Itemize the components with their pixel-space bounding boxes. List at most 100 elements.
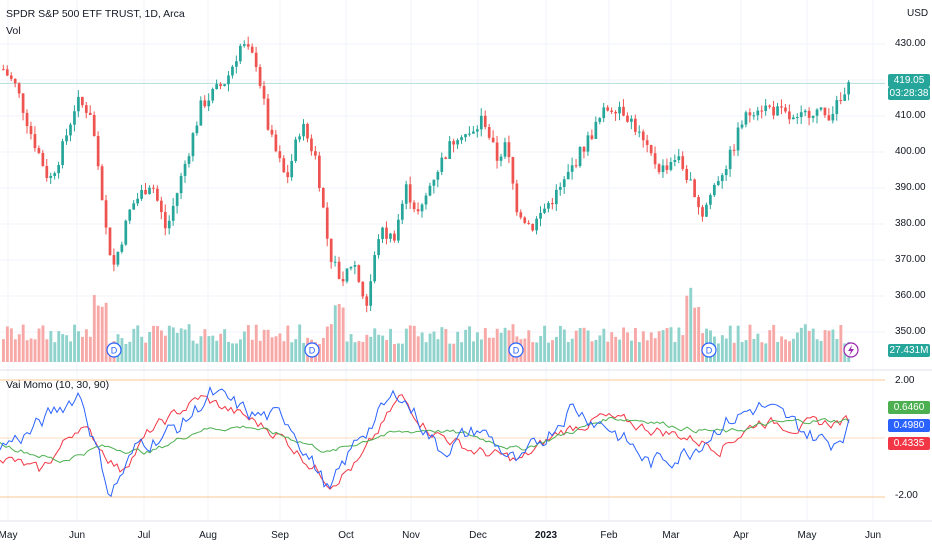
candle-body <box>748 112 752 116</box>
volume-bar <box>436 339 440 362</box>
volume-bar <box>88 336 92 362</box>
volume-bar <box>756 333 760 362</box>
last-price-tag: 419.05 <box>888 74 930 87</box>
volume-bar <box>768 330 772 362</box>
candle-body <box>507 142 511 158</box>
volume-bar <box>835 338 839 362</box>
volume-bar <box>57 331 61 362</box>
indicator-value-green: 0.6460 <box>888 401 930 414</box>
volume-bar <box>444 329 448 362</box>
candle-body <box>45 166 49 178</box>
candle-body <box>839 100 843 102</box>
time-axis-label: Feb <box>600 530 618 541</box>
candle-body <box>551 203 554 205</box>
candle-body <box>120 244 124 252</box>
volume-bar <box>345 341 349 362</box>
candle-body <box>5 69 9 76</box>
candle-body <box>239 45 242 62</box>
candle-body <box>286 172 290 178</box>
volume-bar <box>191 340 195 362</box>
candle-body <box>677 156 681 161</box>
candle-body <box>543 208 546 213</box>
candle-body <box>483 115 487 127</box>
candle-body <box>823 107 827 116</box>
indicator-label[interactable]: Vai Momo (10, 30, 90) <box>6 379 110 391</box>
volume-bar <box>199 336 203 362</box>
candle-body <box>416 209 420 212</box>
volume-bar <box>547 342 550 362</box>
volume-bar <box>641 331 645 362</box>
volume-bar <box>649 332 653 362</box>
volume-bar <box>377 334 381 362</box>
candle-body <box>183 163 187 176</box>
volume-bar <box>452 343 456 362</box>
volume-bar <box>653 338 657 362</box>
candle-body <box>586 135 590 152</box>
volume-bar <box>634 327 637 362</box>
volume-bar <box>128 341 132 362</box>
candle-body <box>369 281 373 306</box>
volume-bar <box>602 328 606 362</box>
volume-bar <box>685 295 689 362</box>
volume-bar <box>531 342 535 362</box>
candle-body <box>630 118 633 122</box>
candle-body <box>353 265 357 267</box>
candle-body <box>136 198 139 204</box>
candle-body <box>479 115 483 130</box>
candle-body <box>160 200 163 213</box>
volume-bar <box>598 335 602 362</box>
candle-body <box>598 118 602 122</box>
candle-body <box>61 141 64 165</box>
volume-bar <box>673 342 677 362</box>
candle-body <box>610 110 613 112</box>
candle-body <box>270 129 274 135</box>
candle-body <box>531 223 534 231</box>
candle-body <box>523 217 527 223</box>
candle-body <box>665 165 669 170</box>
volume-bar <box>104 302 108 362</box>
time-axis-label: Jun <box>864 530 882 541</box>
candle-body <box>207 100 211 107</box>
candle-body <box>77 96 80 112</box>
candle-body <box>799 112 803 118</box>
volume-bar <box>792 338 795 362</box>
candle-body <box>377 239 380 256</box>
candle-body <box>400 203 404 220</box>
volume-bar <box>318 343 321 362</box>
symbol-title[interactable]: SPDR S&P 500 ETF TRUST, 1D, Arca <box>6 8 185 20</box>
candle-body <box>827 115 831 121</box>
volume-bar <box>262 329 266 362</box>
volume-bar <box>140 336 144 362</box>
candle-body <box>448 141 452 159</box>
dividend-marker-label: D <box>309 346 316 356</box>
volume-bar <box>250 339 254 362</box>
candle-body <box>807 110 811 118</box>
volume-bar <box>535 342 539 362</box>
volume-bar <box>566 342 570 362</box>
candle-body <box>574 165 578 167</box>
candle-body <box>693 179 696 198</box>
dividend-marker-label: D <box>706 346 713 356</box>
candle-body <box>397 219 400 241</box>
candle-body <box>614 111 617 114</box>
volume-bar <box>574 330 578 362</box>
volume-bar <box>270 337 274 362</box>
volume-bar <box>570 338 574 362</box>
volume-bar <box>582 327 586 362</box>
candle-body <box>681 156 685 169</box>
volume-bar <box>432 331 436 362</box>
volume-bar <box>400 343 404 362</box>
volume-bar <box>124 343 128 362</box>
candle-body <box>716 181 720 185</box>
indicator-value-blue: 0.4980 <box>888 419 930 432</box>
volume-bar <box>132 328 136 362</box>
volume-label[interactable]: Vol <box>6 25 21 37</box>
volume-bar <box>819 340 823 362</box>
volume-bar <box>100 306 104 362</box>
volume-bar <box>337 303 341 362</box>
volume-bar <box>239 339 242 362</box>
candle-body <box>321 187 325 208</box>
candle-body <box>527 222 531 224</box>
volume-bar <box>282 341 286 362</box>
